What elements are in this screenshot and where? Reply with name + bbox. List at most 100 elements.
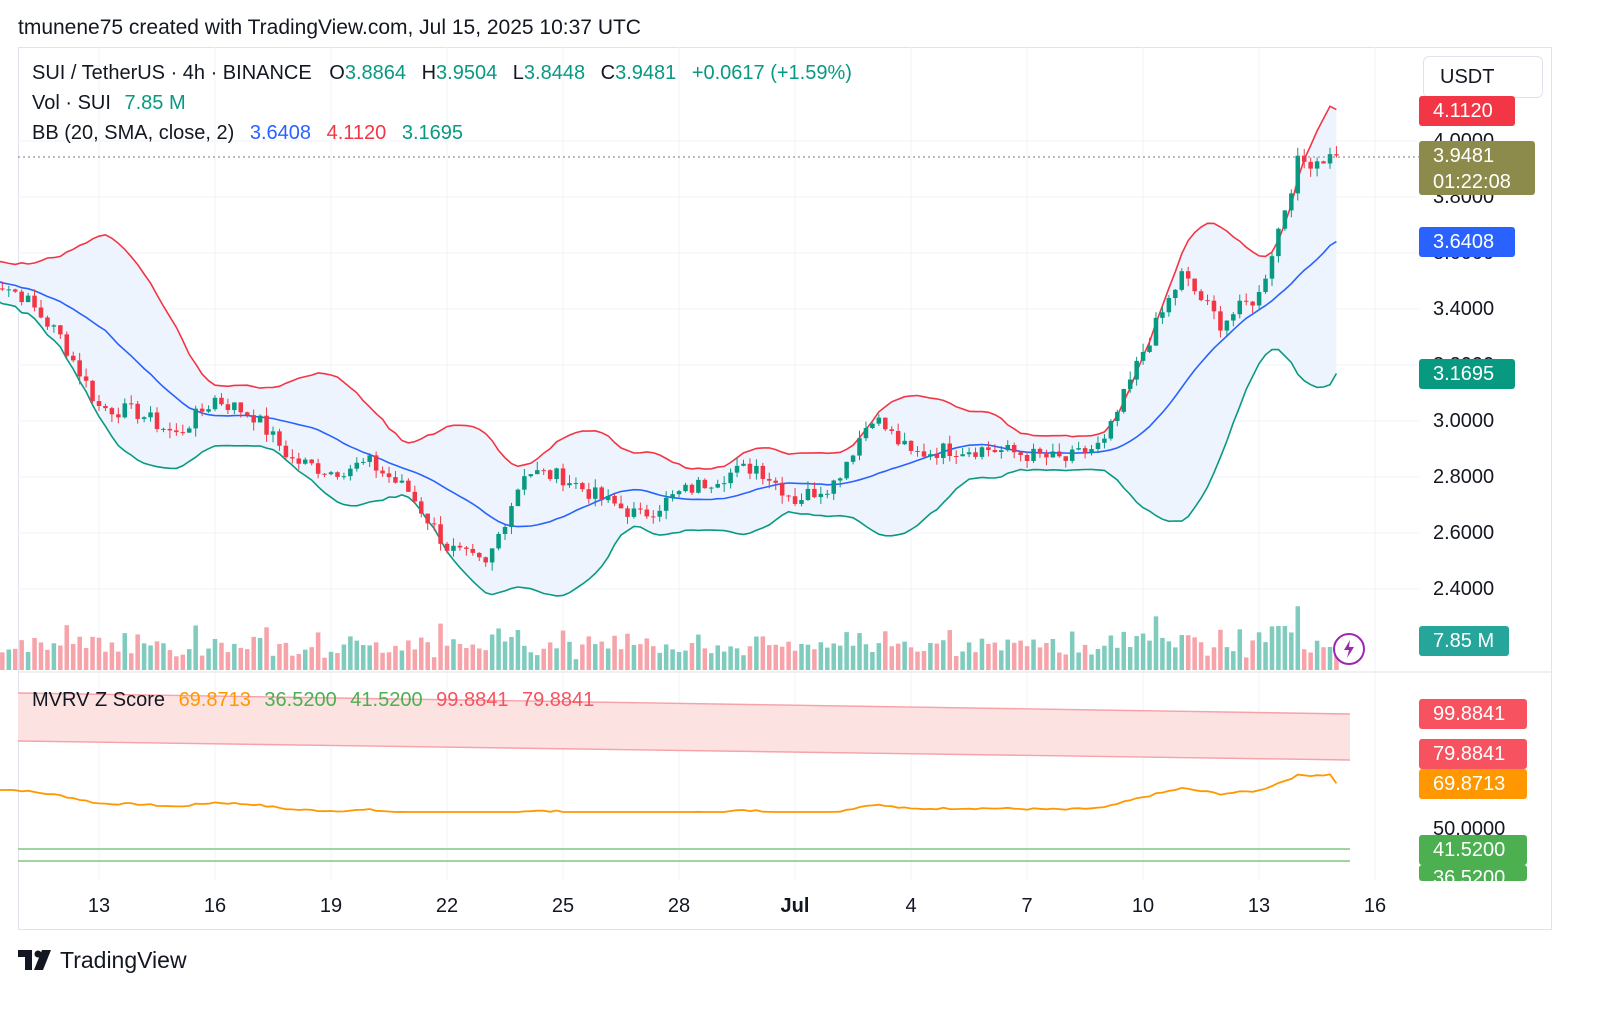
candle-body [567, 483, 572, 486]
volume-bar [1147, 640, 1152, 670]
candle [380, 466, 385, 477]
candle-body [438, 524, 443, 544]
candle-body [541, 470, 546, 472]
volume-bar [302, 649, 308, 670]
candle-body [51, 325, 57, 327]
candle [863, 421, 869, 442]
candle [973, 447, 978, 460]
chart-credit: tmunene75 created with TradingView.com, … [18, 16, 641, 39]
open-value: 3.8864 [344, 62, 407, 84]
price-tick: 3.4000 [1433, 298, 1495, 320]
bollinger-legend[interactable]: BB (20, SMA, close, 2) 3.6408 4.1120 3.1… [32, 122, 463, 145]
candle [1289, 189, 1294, 218]
mvrv-axis-tick: 50.0000 [1433, 818, 1506, 840]
candle-body [399, 480, 405, 483]
candle-body [1269, 256, 1275, 279]
mvrv-legend[interactable]: MVRV Z Score 69.8713 36.5200 41.5200 99.… [32, 689, 594, 712]
candle-body [1192, 278, 1197, 292]
volume-bar [870, 651, 875, 670]
candle-body [0, 288, 5, 290]
lightning-icon[interactable] [1333, 633, 1365, 665]
volume-bar [457, 643, 463, 670]
time-tick: 13 [1247, 895, 1271, 917]
candle [154, 407, 160, 433]
volume-bar [560, 630, 566, 670]
candle [1166, 295, 1172, 317]
candle [283, 440, 289, 461]
candle [193, 405, 198, 437]
candle [354, 457, 360, 472]
candle-body [380, 470, 385, 474]
volume-bar [393, 645, 398, 670]
time-tick: 7 [1021, 895, 1033, 917]
volume-bar [831, 643, 836, 670]
candle [335, 471, 340, 480]
candle [760, 462, 766, 485]
volume-bar [947, 630, 952, 670]
volume-bar [966, 642, 972, 670]
volume-bar [721, 651, 727, 670]
candle-body [193, 408, 198, 429]
candle-body [889, 429, 894, 431]
candle-body [605, 495, 611, 501]
volume-bar [238, 647, 244, 670]
candle [986, 441, 991, 457]
candle [831, 479, 836, 500]
candle [32, 289, 37, 312]
volume-bar [341, 644, 347, 670]
candle-body [1231, 314, 1236, 321]
candle [696, 476, 701, 494]
symbol-legend[interactable]: SUI / TetherUS · 4h · BINANCE O3.8864 H3… [32, 62, 852, 85]
volume-bar [818, 642, 824, 670]
candle-body [425, 513, 430, 524]
volume-bar [1198, 642, 1204, 670]
volume-bar [1269, 626, 1275, 670]
volume-bar [348, 636, 353, 670]
bollinger-basis-value: 3.6408 [249, 122, 312, 144]
volume-bar [1121, 631, 1127, 670]
volume-bar [1185, 635, 1191, 670]
candle-body [586, 489, 592, 499]
candle [747, 458, 753, 480]
candle [908, 440, 914, 455]
candle [502, 524, 508, 541]
volume-bar [1102, 645, 1107, 670]
volume-legend[interactable]: Vol · SUI 7.85 M [32, 92, 186, 115]
candle-body [373, 455, 379, 471]
candle-body [1211, 300, 1217, 312]
candle-body [1334, 154, 1339, 156]
volume-bar [631, 645, 637, 670]
volume-bar [1166, 641, 1172, 670]
time-tick: 25 [551, 895, 575, 917]
candle [483, 556, 488, 567]
currency-button[interactable]: USDT [1423, 56, 1543, 98]
volume-bar [199, 655, 205, 670]
close-label: C [600, 62, 616, 84]
candle [77, 352, 82, 385]
candle-body [348, 468, 353, 477]
last-price-tag: 3.9481 01:22:08 [1419, 141, 1535, 195]
tradingview-logo[interactable]: TradingView [18, 947, 187, 974]
candle-body [844, 461, 849, 479]
candle-body [1095, 442, 1101, 450]
candle-body [689, 484, 695, 493]
bollinger-basis-tag: 3.6408 [1419, 227, 1515, 257]
volume-bar [154, 641, 160, 670]
candle [1198, 289, 1204, 302]
candle-body [928, 454, 933, 457]
candle [966, 447, 972, 458]
candle-body [522, 476, 527, 490]
candle [406, 478, 411, 492]
volume-bar [128, 653, 134, 670]
candle [399, 474, 405, 484]
candle-body [747, 463, 753, 474]
volume-bar [522, 645, 527, 670]
volume-bar [328, 651, 334, 670]
high-label: H [421, 62, 437, 84]
candle [663, 491, 669, 520]
candle [45, 315, 50, 330]
volume-bar [1250, 640, 1255, 670]
candle [109, 406, 115, 423]
candle [547, 469, 553, 482]
